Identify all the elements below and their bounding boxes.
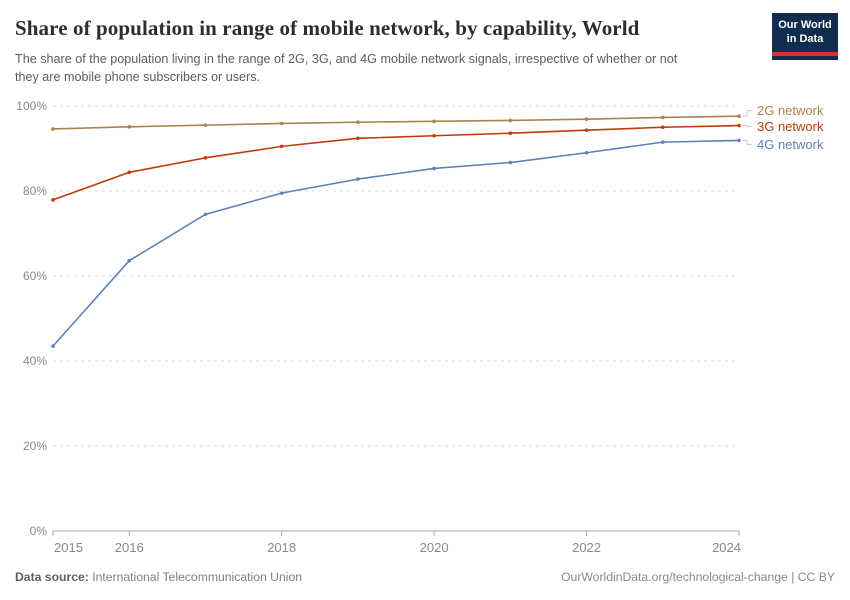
data-point-3g-network-2017 <box>203 156 208 160</box>
page-title: Share of population in range of mobile n… <box>15 16 640 40</box>
data-point-4g-network-2016 <box>127 258 132 263</box>
chart-footer: Data source: International Telecommunica… <box>15 570 835 586</box>
page-subtitle: The share of the population living in th… <box>15 52 678 84</box>
x-axis-label: 2024 <box>712 540 741 555</box>
license-separator: | <box>791 570 795 584</box>
data-point-3g-network-2024 <box>737 123 741 128</box>
y-axis-label: 100% <box>16 99 47 113</box>
data-point-2g-network-2024 <box>737 114 741 118</box>
owid-logo-text-line2: in Data <box>786 32 824 45</box>
legend-label-4g-network[interactable]: 4G network <box>757 137 824 152</box>
data-point-2g-network-2017 <box>203 123 208 127</box>
data-point-2g-network-2020 <box>432 119 436 124</box>
data-point-2g-network-2023 <box>660 115 665 120</box>
attribution: OurWorldinData.org/technological-change … <box>561 570 835 584</box>
x-axis-label: 2020 <box>420 540 449 555</box>
owid-logo-stripe <box>772 51 838 56</box>
data-source-value: International Telecommunication Union <box>92 570 303 584</box>
series-line-4g-network <box>52 139 740 347</box>
data-point-3g-network-2020 <box>432 133 436 138</box>
legend-connector-3g-network <box>742 125 752 128</box>
data-point-4g-network-2018 <box>279 191 284 195</box>
data-point-3g-network-2016 <box>127 170 132 175</box>
y-axis-label: 60% <box>23 269 47 283</box>
data-point-2g-network-2015 <box>51 127 55 131</box>
data-point-2g-network-2022 <box>584 117 589 121</box>
data-point-4g-network-2023 <box>660 140 665 144</box>
series-line-2g-network <box>52 115 740 130</box>
data-point-3g-network-2015 <box>51 198 55 202</box>
data-point-2g-network-2016 <box>127 125 132 129</box>
data-point-2g-network-2018 <box>279 121 284 126</box>
y-axis-label: 20% <box>23 439 47 453</box>
x-axis-label: 2018 <box>267 540 296 555</box>
y-axis-label: 40% <box>23 354 47 368</box>
legend-connector-4g-network <box>742 139 752 145</box>
data-point-2g-network-2021 <box>508 118 513 123</box>
data-point-3g-network-2021 <box>508 131 513 135</box>
owid-link[interactable]: OurWorldinData.org/technological-change <box>561 570 788 584</box>
data-point-4g-network-2022 <box>584 150 589 155</box>
data-point-4g-network-2024 <box>737 138 741 143</box>
x-axis-label: 2016 <box>115 540 144 555</box>
data-point-4g-network-2020 <box>432 166 436 171</box>
legend-label-3g-network[interactable]: 3G network <box>757 119 824 134</box>
x-axis-label: 2015 <box>54 540 83 555</box>
x-axis-label: 2022 <box>572 540 601 555</box>
owid-logo: Our World in Data <box>772 13 838 60</box>
legend-label-2g-network[interactable]: 2G network <box>757 103 824 118</box>
data-point-3g-network-2019 <box>356 136 360 141</box>
data-source: Data source: International Telecommunica… <box>15 570 302 584</box>
data-point-4g-network-2019 <box>356 177 360 181</box>
y-axis-label: 80% <box>23 184 47 198</box>
data-point-3g-network-2023 <box>660 125 665 130</box>
data-point-2g-network-2019 <box>356 120 360 124</box>
owid-logo-text-line1: Our World <box>778 19 832 31</box>
data-point-4g-network-2017 <box>203 212 208 217</box>
data-point-4g-network-2021 <box>508 160 513 165</box>
legend-connector-2g-network <box>742 110 752 117</box>
line-chart: 0% 20% 40% 60% 80% 100% 2015 2016 2018 2020 2022 20… <box>16 99 824 555</box>
data-source-label: Data source: <box>15 570 89 584</box>
series-line-3g-network <box>52 124 740 201</box>
y-axis-label: 0% <box>30 524 48 538</box>
data-point-4g-network-2015 <box>51 344 55 348</box>
license-label: CC BY <box>797 570 835 584</box>
data-point-3g-network-2022 <box>584 128 589 133</box>
data-point-3g-network-2018 <box>279 144 284 149</box>
